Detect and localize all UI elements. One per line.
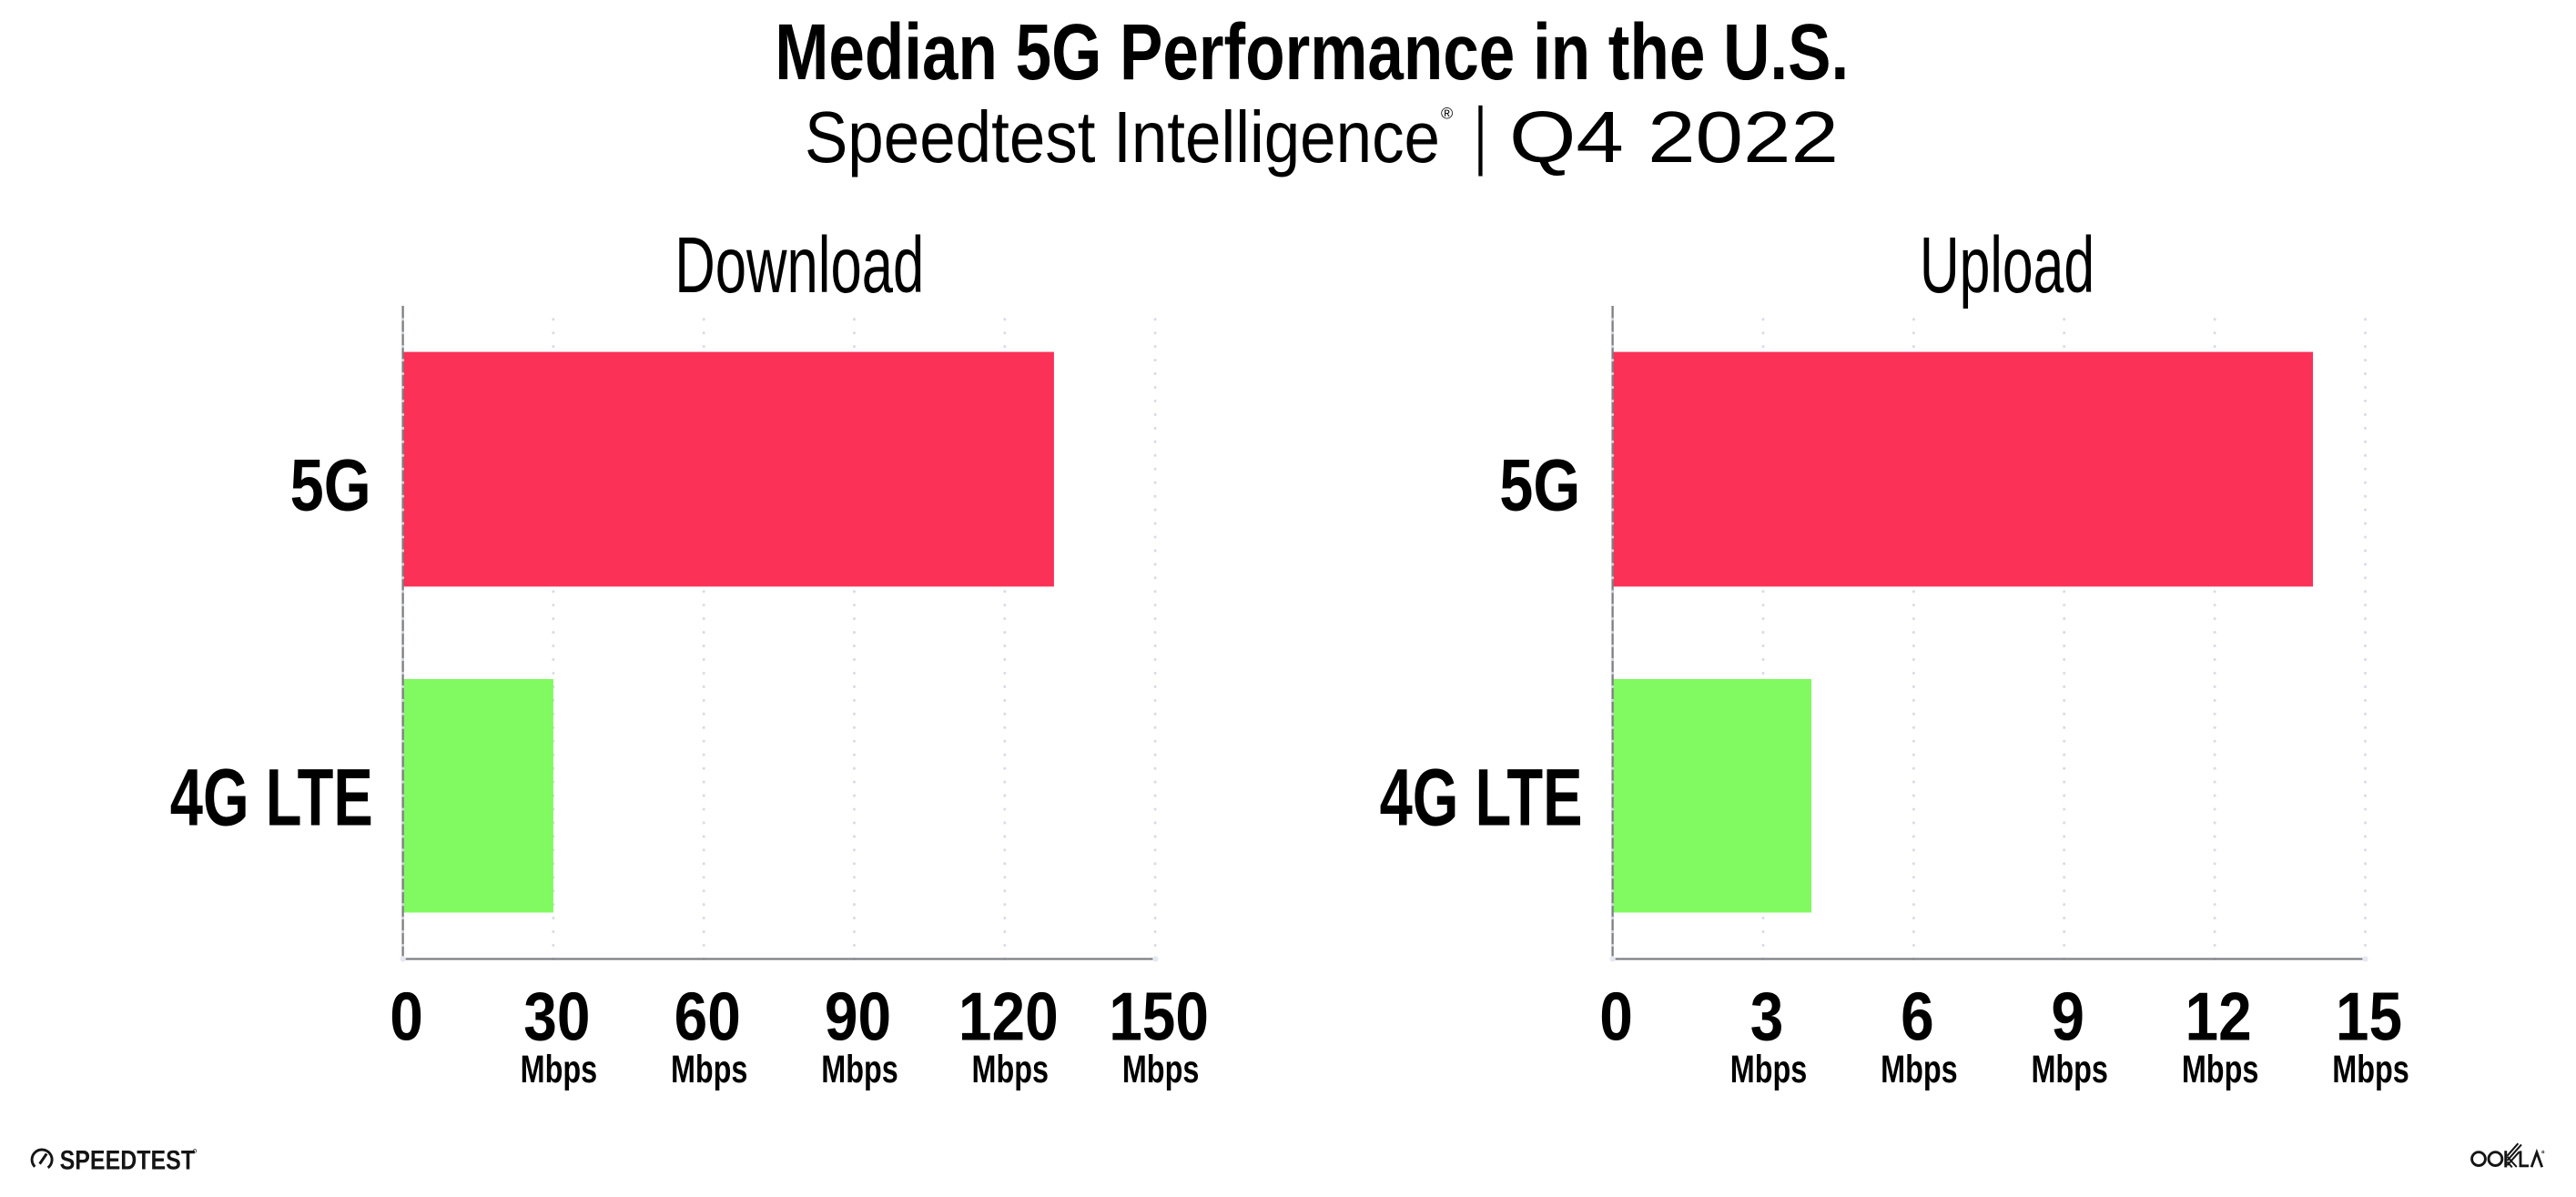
svg-text:Download: Download (674, 221, 924, 309)
svg-text:60: 60 (674, 979, 741, 1055)
svg-text:Upload: Upload (1920, 221, 2094, 309)
svg-text:Mbps: Mbps (1881, 1048, 1958, 1090)
svg-text:6: 6 (1901, 979, 1934, 1055)
svg-text:9: 9 (2051, 979, 2084, 1055)
svg-text:0: 0 (390, 979, 423, 1055)
svg-text:Mbps: Mbps (972, 1048, 1050, 1090)
svg-text:Mbps: Mbps (2182, 1048, 2259, 1090)
svg-text:4G LTE: 4G LTE (170, 751, 373, 842)
svg-text:4G LTE: 4G LTE (1380, 751, 1583, 842)
svg-text:0: 0 (1599, 979, 1633, 1055)
svg-text:90: 90 (825, 979, 891, 1055)
svg-text:Mbps: Mbps (821, 1048, 898, 1090)
svg-text:®: ® (1441, 105, 1453, 123)
svg-text:Mbps: Mbps (521, 1048, 598, 1090)
svg-text:Mbps: Mbps (1730, 1048, 1808, 1090)
svg-text:Mbps: Mbps (671, 1048, 748, 1090)
svg-text:3: 3 (1750, 979, 1784, 1055)
svg-text:12: 12 (2186, 979, 2252, 1055)
svg-text:Median 5G Performance in the U: Median 5G Performance in the U.S. (775, 8, 1849, 96)
svg-text:Mbps: Mbps (2031, 1048, 2108, 1090)
svg-text:5G: 5G (290, 445, 371, 527)
svg-text:Mbps: Mbps (1122, 1048, 1200, 1090)
svg-text:150: 150 (1109, 979, 1209, 1055)
svg-text:Speedtest Intelligence: Speedtest Intelligence (805, 96, 1440, 178)
svg-text:Q4 2022: Q4 2022 (1509, 96, 1839, 178)
svg-text:Mbps: Mbps (2332, 1048, 2409, 1090)
svg-text:15: 15 (2336, 979, 2402, 1055)
svg-text:5G: 5G (1499, 445, 1580, 527)
svg-text:120: 120 (958, 979, 1059, 1055)
svg-text:SPEEDTEST: SPEEDTEST (60, 1145, 196, 1175)
svg-text:30: 30 (523, 979, 590, 1055)
